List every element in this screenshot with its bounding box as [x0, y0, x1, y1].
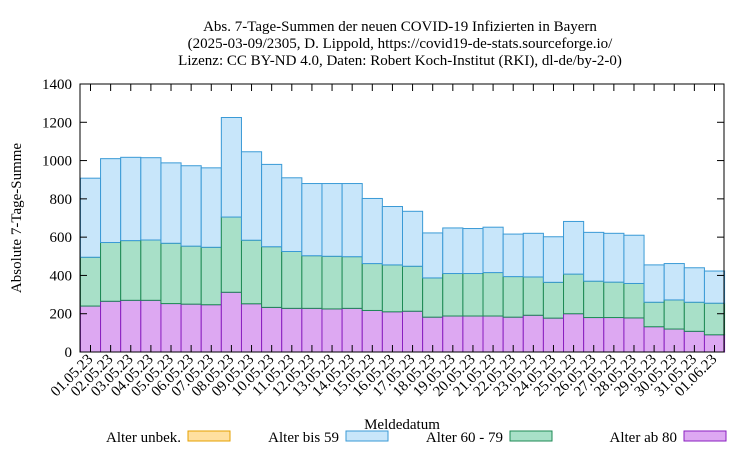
- bar-alter-bis-59-3: [140, 157, 162, 241]
- bar-alter-bis-59-17: [422, 232, 444, 279]
- bar-alter-bis-59-19: [462, 228, 484, 275]
- bar-alter-60-79-5: [180, 245, 202, 305]
- title-line-2: (2025-03-09/2305, D. Lippold, https://co…: [188, 36, 613, 52]
- bar-alter-60-79-30: [683, 301, 705, 332]
- y-tick-label: 200: [50, 307, 73, 323]
- bar-alter-bis-59-2: [120, 156, 142, 242]
- bar-alter-ab-80-5: [180, 303, 202, 353]
- bar-alter-60-79-0: [79, 256, 102, 307]
- bar-alter-60-79-16: [402, 265, 424, 312]
- y-tick-label: 400: [50, 268, 73, 284]
- bar-alter-bis-59-16: [402, 210, 424, 267]
- bar-alter-ab-80-4: [160, 303, 182, 353]
- bar-alter-60-79-8: [240, 239, 263, 305]
- bar-alter-60-79-26: [603, 281, 625, 319]
- bar-alter-bis-59-22: [522, 232, 544, 278]
- bar-alter-60-79-25: [583, 280, 605, 319]
- bar-alter-60-79-24: [563, 273, 585, 315]
- y-axis-label: Absolute 7-Tage-Summe: [9, 143, 25, 294]
- bar-alter-bis-59-21: [502, 233, 524, 278]
- bar-alter-60-79-10: [281, 251, 303, 309]
- bar-alter-bis-59-31: [703, 270, 726, 304]
- bar-alter-60-79-18: [442, 273, 464, 317]
- bar-alter-60-79-11: [301, 255, 323, 309]
- legend-label: Alter bis 59: [268, 430, 339, 446]
- y-tick-label: 1000: [42, 154, 72, 170]
- bar-alter-60-79-4: [160, 242, 182, 305]
- legend-label: Alter ab 80: [610, 430, 677, 446]
- y-tick-label: 1200: [42, 115, 72, 131]
- bar-alter-bis-59-26: [603, 232, 625, 283]
- bar-alter-60-79-31: [703, 302, 726, 336]
- legend-swatch: [187, 430, 231, 442]
- title-line-1: Abs. 7-Tage-Summen der neuen COVID-19 In…: [203, 19, 597, 35]
- bar-alter-bis-59-9: [261, 163, 283, 248]
- bar-alter-bis-59-25: [583, 231, 605, 282]
- legend-label: Alter 60 - 79: [426, 430, 503, 446]
- bar-alter-bis-59-1: [100, 158, 122, 244]
- bar-alter-60-79-21: [502, 276, 524, 318]
- bar-alter-bis-59-20: [482, 226, 504, 274]
- bar-alter-60-79-28: [643, 301, 665, 328]
- bar-alter-bis-59-28: [643, 264, 665, 303]
- bar-alter-60-79-27: [623, 282, 645, 319]
- y-tick-label: 1400: [42, 77, 72, 93]
- bar-alter-ab-80-3: [140, 299, 162, 353]
- bar-alter-bis-59-7: [220, 117, 242, 218]
- bar-alter-bis-59-29: [663, 263, 685, 301]
- bar-alter-60-79-7: [220, 216, 242, 293]
- y-tick-label: 800: [50, 192, 73, 208]
- bar-alter-bis-59-13: [341, 183, 363, 258]
- bar-alter-ab-80-7: [220, 291, 242, 353]
- bar-alter-bis-59-5: [180, 165, 202, 247]
- bar-alter-60-79-17: [422, 277, 444, 318]
- bar-alter-ab-80-2: [120, 299, 142, 353]
- bar-alter-60-79-1: [100, 242, 122, 302]
- y-tick-label: 0: [65, 345, 73, 361]
- bar-alter-bis-59-8: [240, 151, 263, 241]
- bar-alter-bis-59-12: [321, 183, 343, 257]
- bar-alter-bis-59-0: [79, 177, 102, 258]
- legend-swatch: [345, 430, 389, 442]
- bar-alter-60-79-2: [120, 240, 142, 301]
- legend-swatch: [683, 430, 727, 442]
- bar-alter-ab-80-8: [240, 303, 263, 353]
- bar-alter-bis-59-30: [683, 267, 705, 303]
- bar-alter-ab-80-6: [200, 304, 222, 353]
- bar-alter-60-79-23: [542, 281, 565, 319]
- bar-alter-bis-59-11: [301, 183, 323, 257]
- bar-alter-bis-59-27: [623, 234, 645, 284]
- title-line-3: Lizenz: CC BY-ND 4.0, Daten: Robert Koch…: [178, 53, 622, 69]
- x-axis-label: Meldedatum: [364, 417, 440, 433]
- bar-alter-60-79-22: [522, 276, 544, 316]
- bar-alter-60-79-29: [663, 299, 685, 330]
- bar-alter-bis-59-24: [563, 220, 585, 275]
- y-tick-label: 600: [50, 230, 73, 246]
- bar-alter-bis-59-18: [442, 227, 464, 275]
- bar-layer: [79, 117, 726, 353]
- bar-alter-60-79-19: [462, 273, 484, 317]
- bar-alter-60-79-3: [140, 239, 162, 301]
- bar-alter-bis-59-6: [200, 167, 222, 248]
- bar-alter-60-79-9: [261, 246, 283, 308]
- bar-alter-bis-59-15: [381, 206, 403, 266]
- bar-alter-60-79-13: [341, 256, 363, 309]
- bar-alter-bis-59-14: [361, 197, 383, 265]
- bar-alter-60-79-12: [321, 255, 343, 310]
- bar-alter-60-79-15: [381, 264, 403, 313]
- plot-frame: [79, 83, 725, 353]
- bar-alter-bis-59-10: [281, 177, 303, 252]
- chart-title: Abs. 7-Tage-Summen der neuen COVID-19 In…: [178, 19, 622, 69]
- bar-alter-60-79-14: [361, 263, 383, 311]
- legend: Alter unbek. Alter bis 59 Alter 60 - 79 Alt…: [106, 430, 727, 446]
- bar-alter-60-79-6: [200, 246, 222, 306]
- y-axis: 0 200 400 600 800 1000 1200 1400: [42, 77, 724, 361]
- bar-alter-60-79-20: [482, 272, 504, 317]
- bar-alter-bis-59-4: [160, 162, 182, 244]
- bar-alter-ab-80-1: [100, 300, 122, 353]
- legend-swatch: [509, 430, 553, 442]
- bar-alter-bis-59-23: [542, 236, 565, 283]
- legend-label: Alter unbek.: [106, 430, 181, 446]
